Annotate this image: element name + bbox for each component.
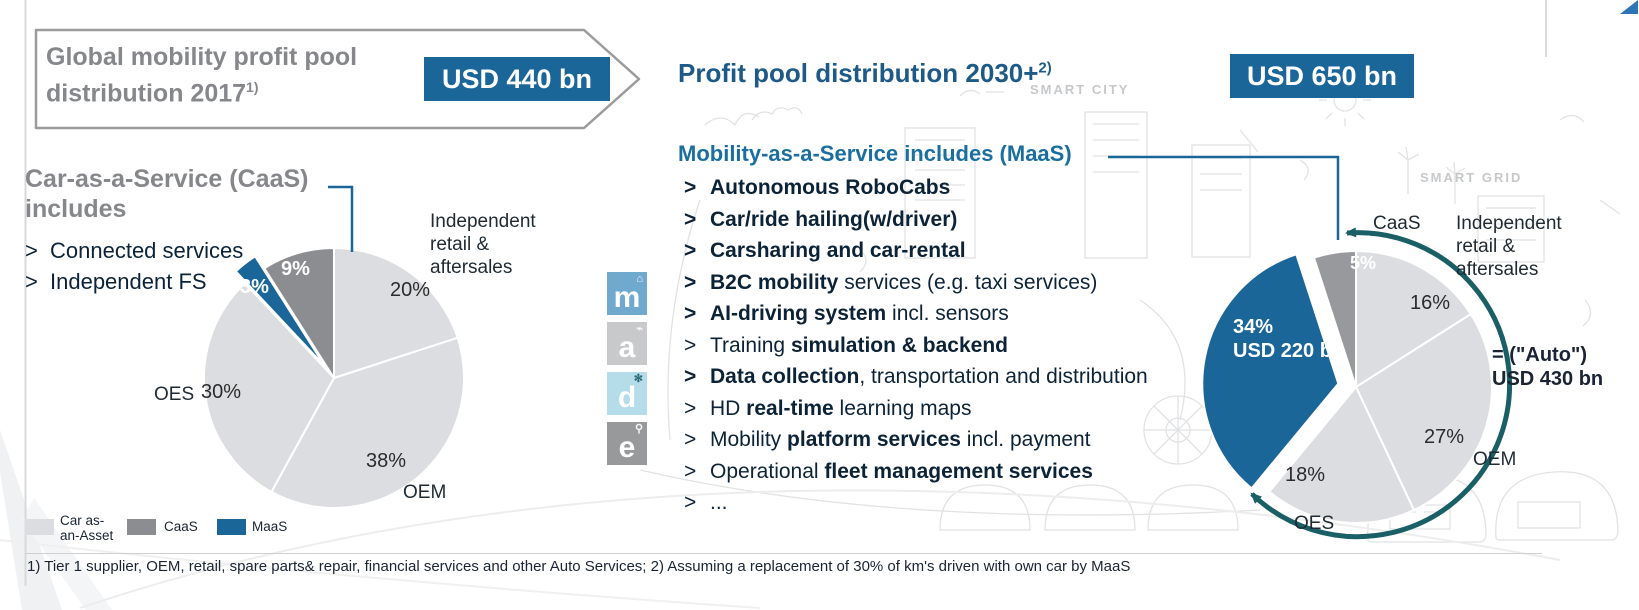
legend-swatch-caas xyxy=(127,519,156,535)
app-icon-e: ⚲ e xyxy=(607,422,647,465)
legend-swatch-maas xyxy=(217,519,246,535)
legend-swatch-car-as-an-asset xyxy=(25,519,54,535)
maas-list-item: > AI-driving system incl. sensors xyxy=(684,298,1148,330)
bullet-icon: > xyxy=(25,269,38,294)
bullet-icon: > xyxy=(684,176,697,199)
bullet-icon: > xyxy=(684,365,697,388)
pct-caas-2030: 5% xyxy=(1350,253,1377,273)
tile-decoration: ⌁ xyxy=(636,323,643,335)
right-header-title: Profit pool distribution 2030+2) xyxy=(678,58,1052,88)
pct-oem-2030: 27% xyxy=(1424,426,1465,448)
footnote: 1) Tier 1 supplier, OEM, retail, spare p… xyxy=(27,558,1131,575)
caas-item-independent-fs: > Independent FS xyxy=(25,269,207,294)
maas-list-item: > Carsharing and car-rental xyxy=(684,235,1148,267)
badge-usd-650bn: USD 650 bn xyxy=(1230,54,1414,98)
bullet-icon: > xyxy=(684,333,697,357)
pie-slice-maas xyxy=(1201,253,1340,490)
label-oes-2017: OES xyxy=(154,384,195,405)
label-oem-2030: OEM xyxy=(1473,449,1517,470)
bg-label-smart-city: SMART CITY xyxy=(1030,82,1130,97)
label-oem-2017: OEM xyxy=(403,482,447,503)
badge-usd-440bn: USD 440 bn xyxy=(424,57,610,101)
pct-independent-retail-2030: 16% xyxy=(1410,292,1451,314)
pie-slice-oem xyxy=(1355,313,1494,512)
maas-list-item: > Data collection, transportation and dis… xyxy=(684,361,1148,393)
bullet-icon: > xyxy=(25,238,38,263)
maas-list-item: > Car/ride hailing(w/driver) xyxy=(684,204,1148,236)
legend: Car as- an-Asset CaaS MaaS xyxy=(25,511,345,547)
bullet-icon: > xyxy=(684,207,697,231)
bullet-icon: > xyxy=(684,396,697,420)
maas-list: > Autonomous RoboCabs > Car/ride hailing(w/… xyxy=(684,172,1148,519)
caas-callout-connector xyxy=(328,185,354,252)
caas-callout-heading: Car-as-a-Service (CaaS) includes xyxy=(25,165,309,223)
tile-decoration: ⌂ xyxy=(636,273,643,285)
maas-list-item: > Operational fleet management services xyxy=(684,456,1148,488)
auto-share-value: = ("Auto") USD 430 bn xyxy=(1492,344,1604,390)
pct-maas-2017: 3% xyxy=(240,276,269,298)
left-header-title: Global mobility profit pool distribution… xyxy=(46,43,358,108)
maas-list-item: > Training simulation & backend xyxy=(684,330,1148,362)
maas-list-item: > B2C mobility services (e.g. taxi servic… xyxy=(684,267,1148,299)
maas-list-item: > HD real-time learning maps xyxy=(684,393,1148,425)
app-icon-m: ⌂ m xyxy=(607,272,647,315)
pct-independent-retail-2017: 20% xyxy=(390,279,431,301)
maas-list-item: >... xyxy=(684,487,1148,519)
maas-heading: Mobility-as-a-Service includes (MaaS) xyxy=(678,141,1072,166)
label-independent-retail-2030: Independent retail & aftersales xyxy=(1456,213,1562,280)
caas-item-connected-services: > Connected services xyxy=(25,238,244,263)
pct-oes-2030: 18% xyxy=(1285,464,1326,486)
bullet-icon: > xyxy=(684,270,697,294)
label-caas-2030: CaaS xyxy=(1373,213,1421,234)
maas-list-item: > Autonomous RoboCabs xyxy=(684,172,1148,204)
corner-arrow-icon xyxy=(1620,0,1638,14)
app-icon-d: ✻ d xyxy=(607,372,647,415)
label-independent-retail-2017: Independent retail & aftersales xyxy=(430,211,536,278)
maas-share-value: 34% USD 220 bn xyxy=(1233,316,1345,362)
pct-caas-2017: 9% xyxy=(281,258,310,280)
pct-oem-2017: 38% xyxy=(366,450,407,472)
bullet-icon: > xyxy=(684,428,697,451)
pie-slice-oes xyxy=(1268,386,1415,524)
bullet-icon: > xyxy=(684,239,697,262)
bullet-icon: > xyxy=(684,491,697,514)
tile-decoration: ✻ xyxy=(633,373,643,385)
tile-decoration: ⚲ xyxy=(634,423,643,435)
bg-label-smart-grid: SMART GRID xyxy=(1420,170,1523,185)
legend-label-car-as-an-asset: Car as- an-Asset xyxy=(60,513,114,543)
bullet-icon: > xyxy=(684,302,697,325)
label-oes-2030: OES xyxy=(1294,513,1335,534)
app-icon-a: ⌁ a xyxy=(607,322,647,365)
bullet-icon: > xyxy=(684,459,697,483)
legend-label-maas: MaaS xyxy=(252,519,288,534)
pct-oes-2017: 30% xyxy=(201,381,242,403)
legend-label-caas: CaaS xyxy=(164,519,198,534)
maas-list-item: > Mobility platform services incl. paymen… xyxy=(684,424,1148,456)
